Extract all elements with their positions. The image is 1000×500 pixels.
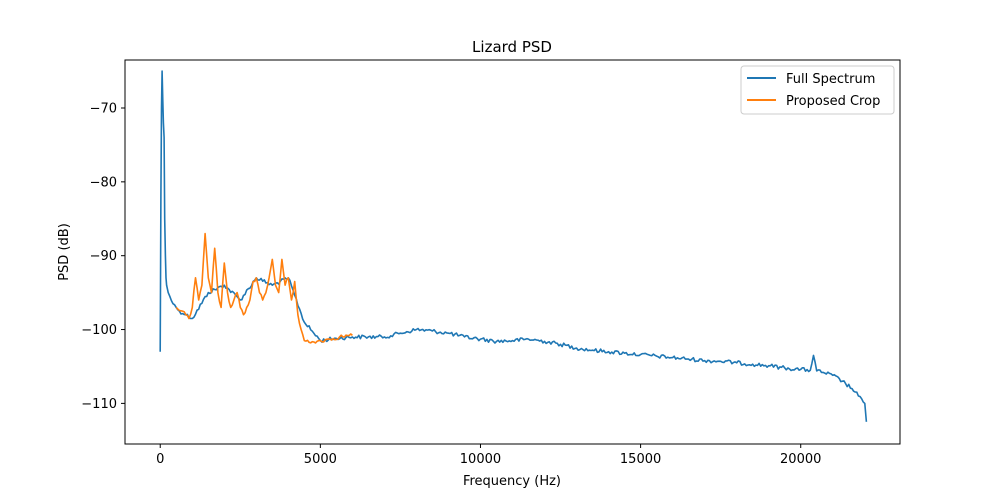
y-axis: −70 −80 −90 −100 −110 xyxy=(81,102,125,412)
y-tick-label: −80 xyxy=(90,175,117,190)
y-tick-label: −70 xyxy=(90,102,117,117)
x-axis: 0 5000 10000 15000 20000 xyxy=(156,444,821,467)
x-tick-label: 0 xyxy=(156,452,164,467)
legend: Full Spectrum Proposed Crop xyxy=(740,65,895,115)
plot-frame xyxy=(124,59,901,445)
x-axis-label: Frequency (Hz) xyxy=(463,474,561,489)
legend-label-full-spectrum: Full Spectrum xyxy=(786,72,875,87)
x-tick-label: 10000 xyxy=(460,452,501,467)
series-line-full-spectrum xyxy=(159,70,868,422)
x-tick-label: 15000 xyxy=(620,452,661,467)
x-tick-label: 5000 xyxy=(304,452,337,467)
series-layer xyxy=(159,70,868,422)
y-tick-label: −100 xyxy=(81,323,117,338)
series-line-proposed-crop xyxy=(175,232,353,344)
x-tick-label: 20000 xyxy=(780,452,821,467)
legend-box xyxy=(740,65,895,115)
legend-label-proposed-crop: Proposed Crop xyxy=(786,94,880,109)
y-axis-label: PSD (dB) xyxy=(57,223,72,281)
y-tick-label: −110 xyxy=(81,397,117,412)
chart-title: Lizard PSD xyxy=(472,38,552,56)
y-tick-label: −90 xyxy=(90,249,117,264)
